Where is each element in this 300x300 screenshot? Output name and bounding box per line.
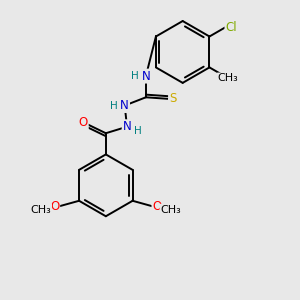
Text: N: N [142,70,150,83]
Text: O: O [79,116,88,129]
Text: CH₃: CH₃ [218,74,238,83]
Text: N: N [120,99,129,112]
Text: H: H [110,100,118,110]
Text: H: H [131,71,139,81]
Text: CH₃: CH₃ [30,205,51,214]
Text: Cl: Cl [225,21,237,34]
Text: O: O [50,200,59,213]
Text: CH₃: CH₃ [160,205,181,214]
Text: S: S [169,92,177,105]
Text: O: O [152,200,162,213]
Text: N: N [123,120,131,133]
Text: H: H [134,126,141,136]
